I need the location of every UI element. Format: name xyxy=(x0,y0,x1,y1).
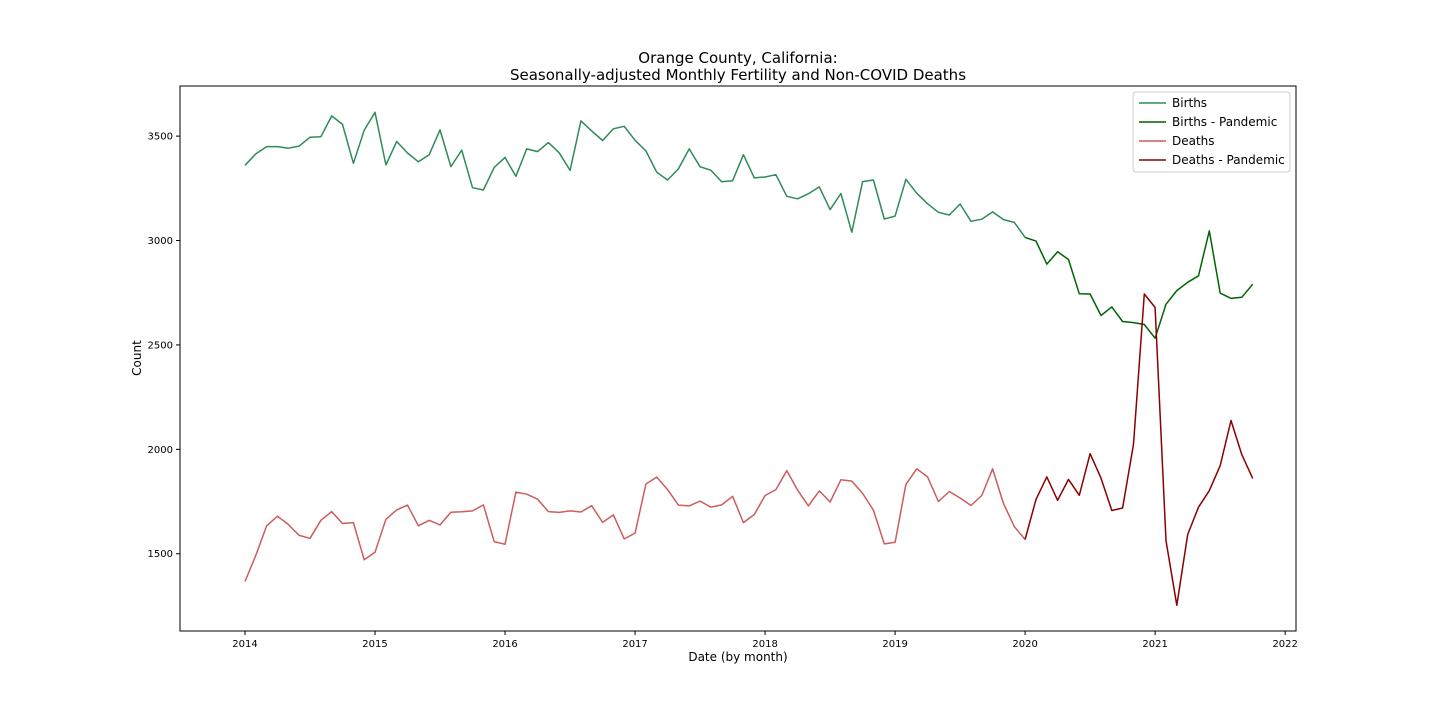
y-tick-label: 1500 xyxy=(148,549,173,560)
chart-title: Orange County, California: xyxy=(638,49,837,67)
legend-label-births: Births xyxy=(1172,96,1207,110)
y-tick-label: 2000 xyxy=(148,445,173,456)
series-layer xyxy=(244,111,1254,607)
legend-label-deaths-pandemic: Deaths - Pandemic xyxy=(1172,153,1285,167)
y-tick-label: 3000 xyxy=(148,236,173,247)
x-tick-label: 2016 xyxy=(492,639,517,650)
y-axis-label: Count xyxy=(130,340,144,376)
series-line-deaths-pandemic xyxy=(1024,293,1254,607)
x-axis-label: Date (by month) xyxy=(688,650,787,664)
y-axis: 1500 2000 2500 3000 3500 xyxy=(148,132,180,560)
series-line-deaths xyxy=(244,468,1026,582)
x-tick-label: 2014 xyxy=(232,639,257,650)
series-line-births-pandemic xyxy=(1024,230,1254,339)
x-axis: 2014 2015 2016 2017 2018 2019 2020 2021 2022 xyxy=(232,631,1298,650)
plot-frame xyxy=(179,85,1297,632)
x-tick-label: 2019 xyxy=(882,639,907,650)
legend-box xyxy=(1132,91,1291,173)
legend-label-deaths: Deaths xyxy=(1172,134,1215,148)
x-tick-label: 2020 xyxy=(1012,639,1037,650)
x-tick-label: 2021 xyxy=(1142,639,1167,650)
y-tick-label: 2500 xyxy=(148,340,173,351)
chart-subtitle: Seasonally-adjusted Monthly Fertility an… xyxy=(510,66,966,84)
y-tick-label: 3500 xyxy=(148,132,173,143)
x-tick-label: 2018 xyxy=(752,639,777,650)
legend: Births Births - Pandemic Deaths Deaths - Pa… xyxy=(1132,91,1291,173)
legend-label-births-pandemic: Births - Pandemic xyxy=(1172,115,1277,129)
x-tick-label: 2015 xyxy=(362,639,387,650)
x-tick-label: 2017 xyxy=(622,639,647,650)
x-tick-label: 2022 xyxy=(1272,639,1297,650)
series-line-births xyxy=(244,111,1026,238)
